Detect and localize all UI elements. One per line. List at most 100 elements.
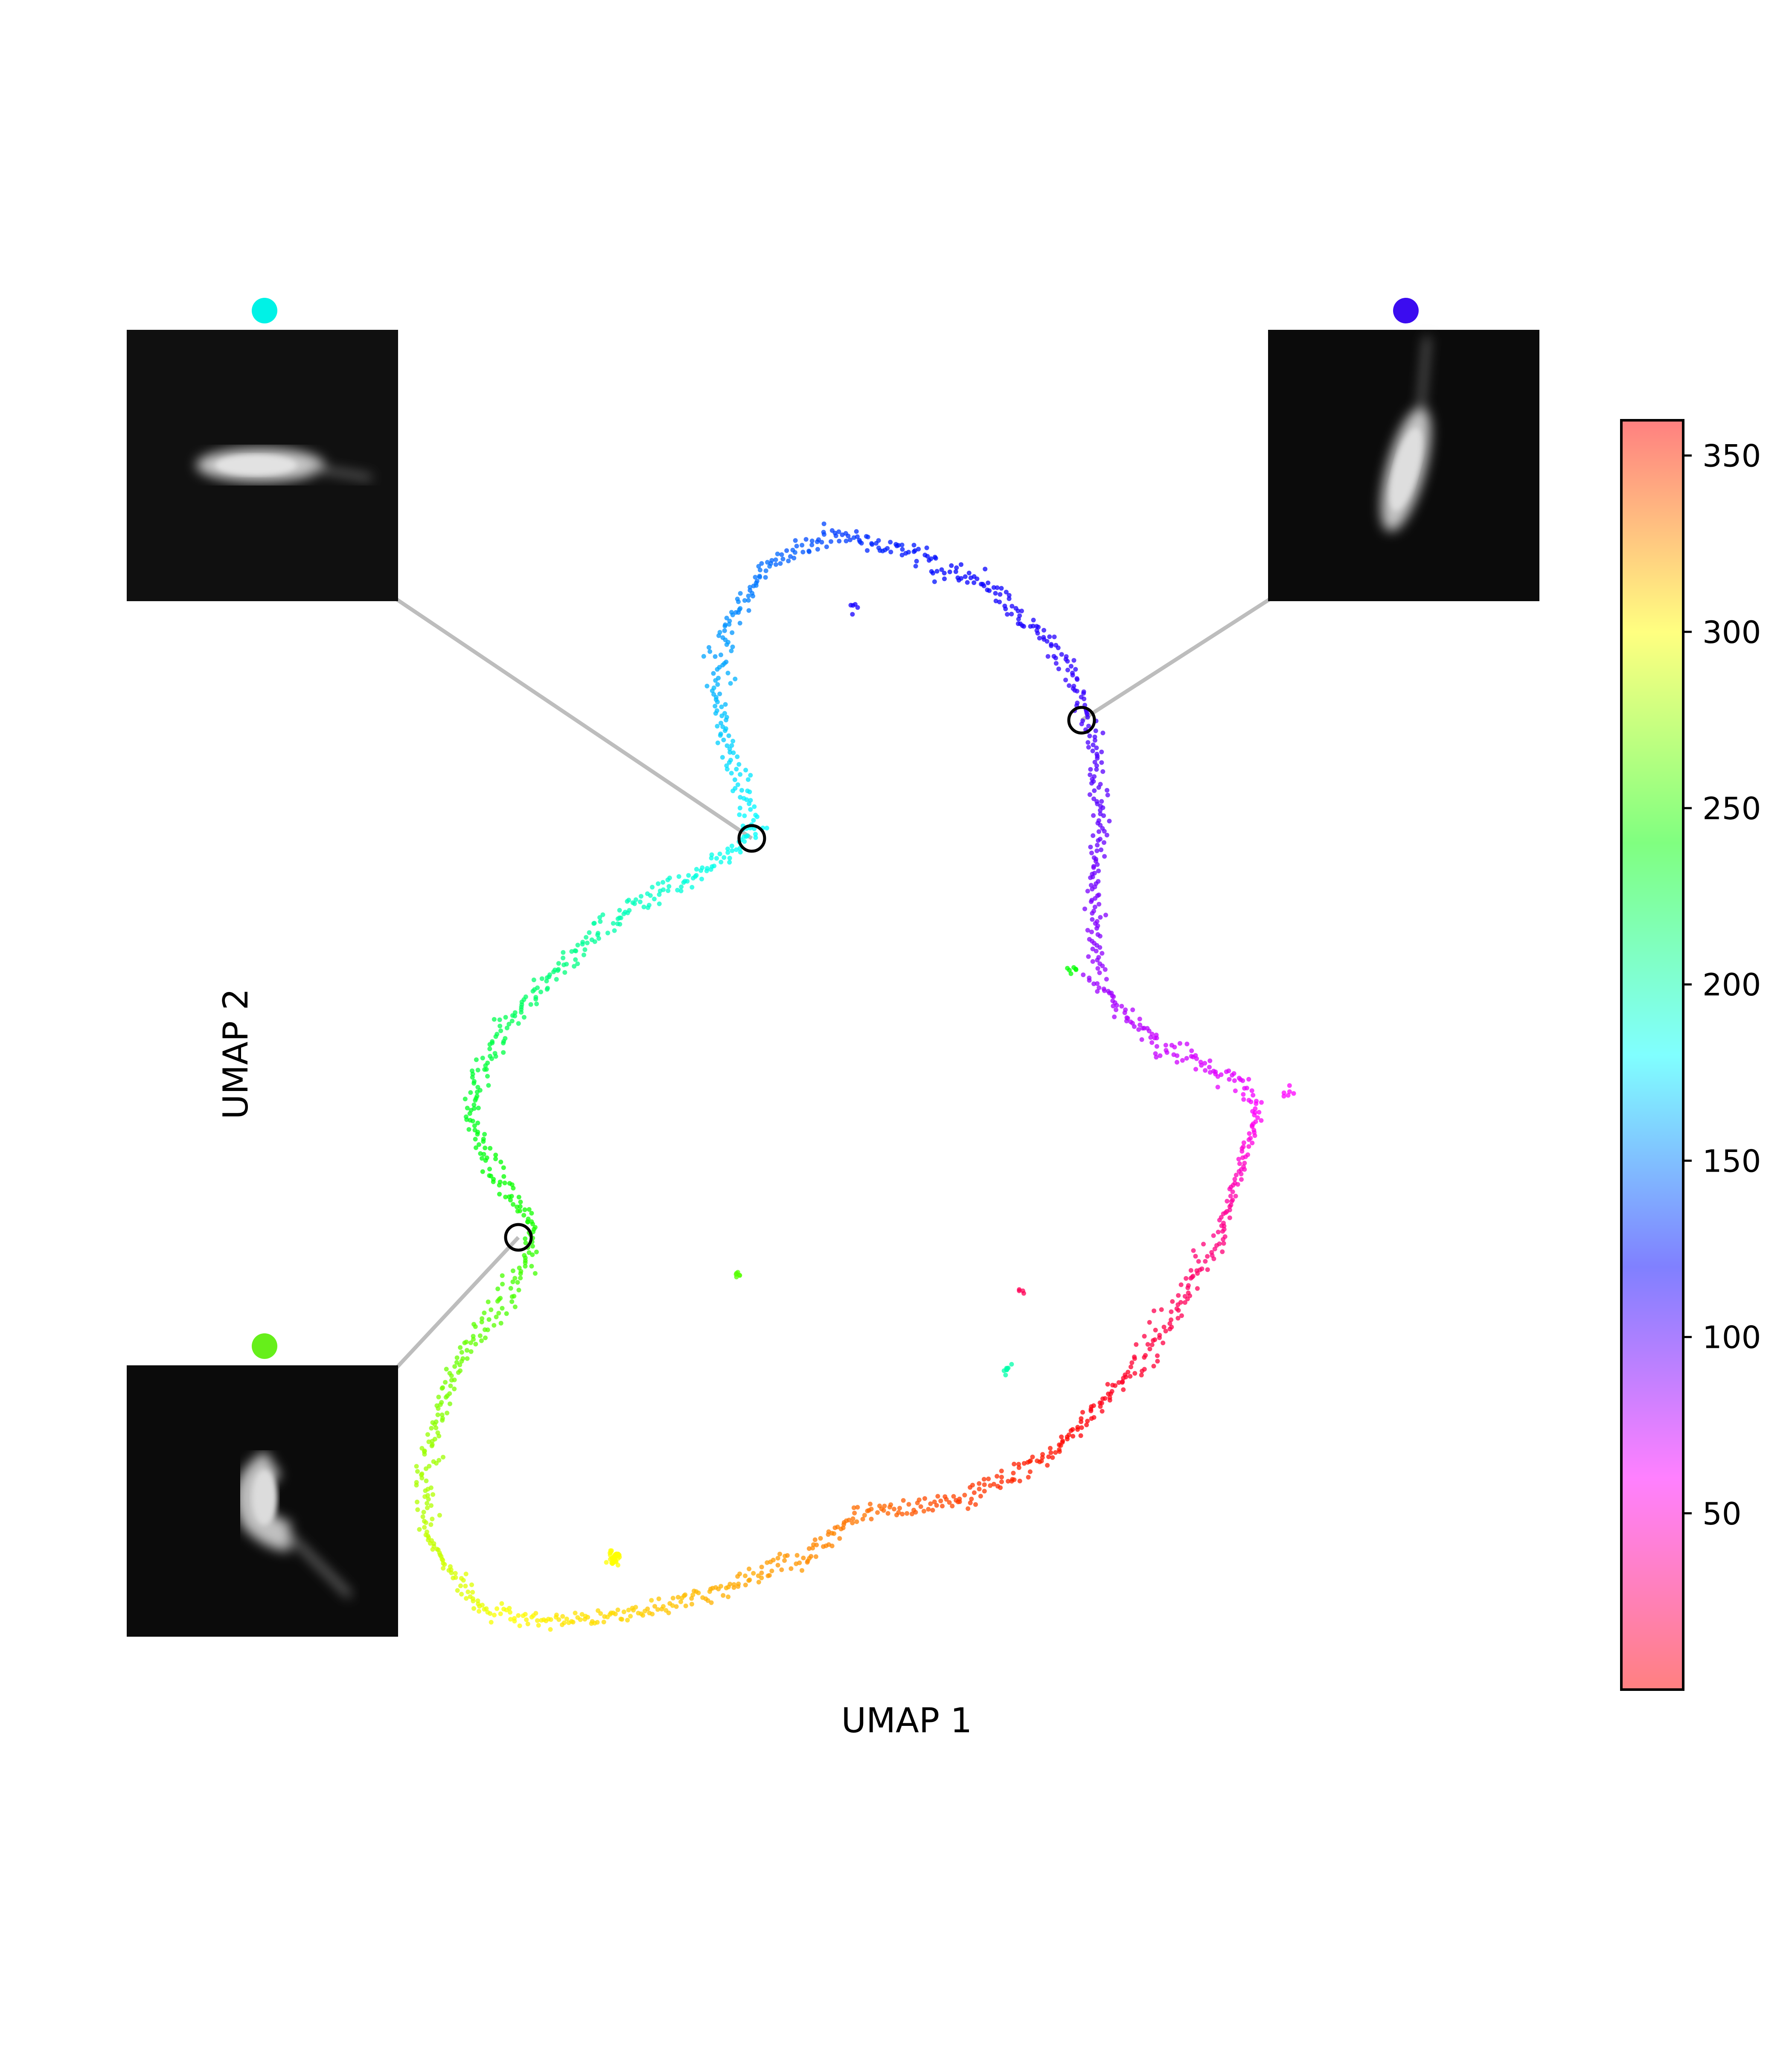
scatter-point <box>427 1463 432 1469</box>
scatter-point <box>480 1156 484 1161</box>
scatter-point <box>564 962 569 967</box>
scatter-point <box>482 1607 487 1612</box>
scatter-point <box>581 952 586 957</box>
scatter-point <box>484 1067 489 1072</box>
scatter-point <box>1090 911 1095 916</box>
scatter-point <box>1088 899 1094 904</box>
scatter-point <box>794 544 799 549</box>
scatter-point <box>1237 1161 1242 1166</box>
scatter-point <box>452 1377 457 1382</box>
scatter-point <box>1240 1078 1245 1083</box>
scatter-point <box>1011 1471 1016 1475</box>
scatter-point <box>905 1511 910 1516</box>
scatter-point <box>1079 1425 1084 1430</box>
scatter-point <box>430 1442 435 1447</box>
scatter-point <box>965 580 970 585</box>
scatter-point <box>1088 767 1093 772</box>
scatter-point <box>560 1622 564 1627</box>
scatter-point <box>1122 1010 1127 1015</box>
highlight-marker-green[interactable] <box>504 1223 533 1252</box>
scatter-point <box>1226 1068 1231 1073</box>
scatter-point <box>729 743 734 748</box>
scatter-point <box>1059 1434 1064 1440</box>
scatter-point <box>487 1173 492 1178</box>
scatter-point <box>1090 959 1095 964</box>
scatter-point <box>433 1419 439 1424</box>
scatter-point <box>451 1575 456 1580</box>
scatter-point <box>1003 606 1008 611</box>
scatter-point <box>1085 1419 1090 1424</box>
scatter-point <box>573 1611 578 1615</box>
scatter-point <box>1120 1380 1125 1385</box>
highlight-marker-blue[interactable] <box>1067 706 1096 735</box>
scatter-point <box>788 554 793 559</box>
scatter-point <box>473 1341 478 1347</box>
scatter-point <box>521 1213 527 1218</box>
scatter-point <box>1239 1177 1244 1182</box>
scatter-point <box>1088 1408 1094 1414</box>
scatter-point <box>1056 666 1061 672</box>
scatter-point <box>621 1609 626 1615</box>
scatter-point <box>686 873 691 878</box>
scatter-point <box>865 548 870 553</box>
scatter-point <box>1050 1455 1055 1460</box>
scatter-point <box>575 1615 580 1620</box>
scatter-point <box>503 1195 508 1199</box>
scatter-point <box>474 1094 480 1099</box>
scatter-point <box>610 1561 615 1566</box>
scatter-point <box>765 1573 771 1578</box>
scatter-point <box>420 1514 425 1519</box>
scatter-point <box>1167 1327 1172 1332</box>
scatter-point <box>1259 1118 1264 1123</box>
scatter-point <box>596 931 601 936</box>
colorbar-tick-label: 100 <box>1702 1320 1761 1356</box>
scatter-point <box>1081 972 1086 977</box>
connector-line-blue <box>1080 598 1271 722</box>
scatter-point <box>899 542 905 547</box>
scatter-point <box>731 750 736 755</box>
scatter-point <box>1047 634 1052 639</box>
scatter-point <box>657 901 662 906</box>
scatter-point <box>721 855 727 860</box>
scatter-point <box>1089 781 1094 786</box>
scatter-point <box>648 893 653 898</box>
scatter-point <box>1091 833 1096 838</box>
scatter-point <box>1233 1172 1239 1178</box>
scatter-point <box>1098 808 1103 813</box>
scatter-point <box>969 1496 974 1501</box>
scatter-point <box>932 579 937 584</box>
highlight-marker-cyan[interactable] <box>737 824 766 853</box>
scatter-point <box>605 931 610 936</box>
scatter-point <box>487 1167 492 1172</box>
colorbar-tick-label: 200 <box>1702 967 1761 1003</box>
scatter-point <box>1037 636 1042 641</box>
scatter-point <box>556 967 561 972</box>
scatter-point <box>498 1296 503 1301</box>
scatter-point <box>818 1536 823 1541</box>
scatter-point <box>754 579 759 584</box>
scatter-point <box>734 847 739 852</box>
scatter-point <box>729 610 734 615</box>
scatter-point <box>529 1264 534 1269</box>
scatter-point <box>777 1551 783 1556</box>
scatter-point <box>824 544 829 550</box>
scatter-point <box>725 847 730 851</box>
scatter-point <box>521 1015 527 1020</box>
scatter-point <box>1049 643 1054 649</box>
scatter-point <box>512 1013 518 1018</box>
scatter-point <box>494 1315 499 1320</box>
scatter-point <box>735 1574 740 1579</box>
scatter-point <box>486 1317 492 1322</box>
scatter-point <box>448 1564 453 1569</box>
scatter-point <box>746 777 751 782</box>
scatter-point <box>747 1566 752 1571</box>
scatter-point <box>1030 623 1036 628</box>
scatter-point <box>424 1466 428 1471</box>
scatter-point <box>707 1589 712 1594</box>
scatter-point <box>1075 677 1080 682</box>
scatter-point <box>973 1502 978 1507</box>
scatter-point <box>510 1268 515 1273</box>
scatter-point <box>455 1588 460 1593</box>
scatter-point <box>1202 1061 1207 1066</box>
scatter-point <box>1249 1088 1254 1093</box>
